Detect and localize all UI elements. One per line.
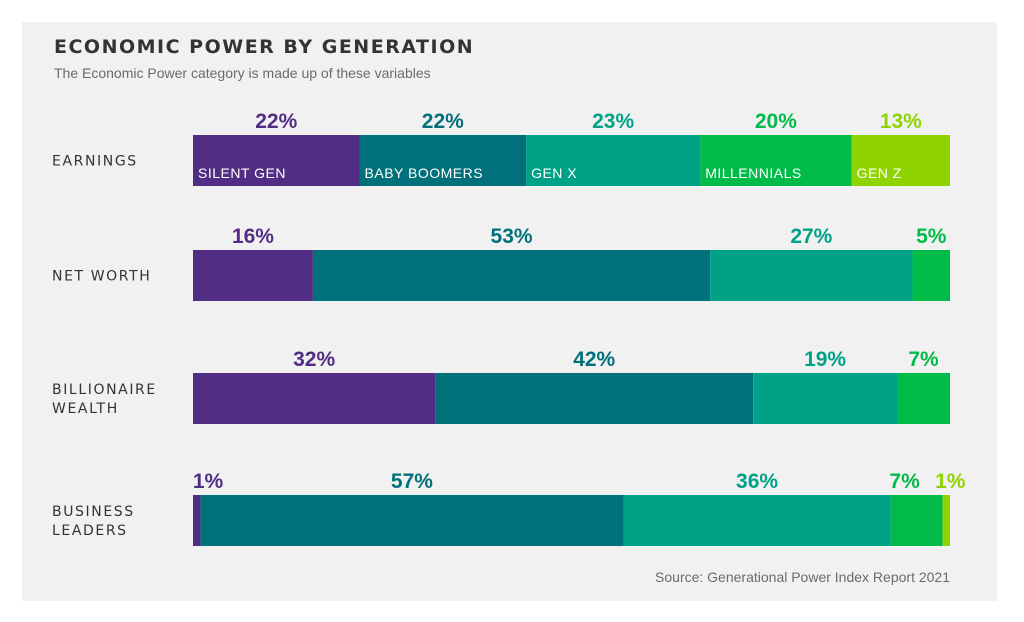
percent-label: 53% [491, 225, 533, 248]
segment-series-label: BABY BOOMERS [365, 165, 484, 181]
bar-segment [193, 495, 201, 546]
bar-segment [312, 250, 711, 301]
bar-segment [193, 135, 360, 186]
percent-label: 7% [889, 470, 920, 493]
percent-label: 5% [916, 225, 947, 248]
percent-label: 42% [573, 348, 615, 371]
bar-segment [700, 135, 852, 186]
bar-segment [526, 135, 701, 186]
percent-label: 27% [790, 225, 832, 248]
chart-subtitle: The Economic Power category is made up o… [54, 65, 431, 81]
row-label: WEALTH [52, 401, 119, 417]
percent-label: 57% [391, 470, 433, 493]
percent-label: 1% [935, 470, 966, 493]
percent-label: 7% [908, 348, 939, 371]
segment-series-label: MILLENNIALS [705, 165, 802, 181]
bar-segment [942, 495, 950, 546]
bar-segment [710, 250, 913, 301]
bar-segment [912, 250, 950, 301]
chart-title: ECONOMIC POWER BY GENERATION [54, 36, 475, 58]
row-label: BUSINESS [52, 504, 135, 520]
percent-label: 22% [255, 110, 297, 133]
percent-label: 1% [193, 470, 224, 493]
percent-label: 36% [736, 470, 778, 493]
bar-segment [200, 495, 624, 546]
percent-label: 32% [293, 348, 335, 371]
percent-label: 20% [755, 110, 797, 133]
bar-segment [897, 373, 950, 424]
row-label: BILLIONAIRE [52, 382, 157, 398]
bar-segment [753, 373, 898, 424]
bar-segment [851, 135, 950, 186]
bar-segment [623, 495, 891, 546]
row-label: EARNINGS [52, 154, 138, 170]
bar-segment [359, 135, 527, 186]
bar-segment [193, 373, 436, 424]
percent-label: 16% [232, 225, 274, 248]
percent-label: 19% [804, 348, 846, 371]
source-note: Source: Generational Power Index Report … [655, 569, 950, 585]
bar-segment [435, 373, 754, 424]
bar-segment [193, 250, 313, 301]
row-label: LEADERS [52, 523, 128, 539]
segment-series-label: GEN X [531, 165, 577, 181]
percent-label: 22% [422, 110, 464, 133]
row-label: NET WORTH [52, 269, 151, 285]
percent-label: 23% [592, 110, 634, 133]
segment-series-label: SILENT GEN [198, 165, 286, 181]
segment-series-label: GEN Z [857, 165, 902, 181]
bar-segment [890, 495, 943, 546]
percent-label: 13% [880, 110, 922, 133]
